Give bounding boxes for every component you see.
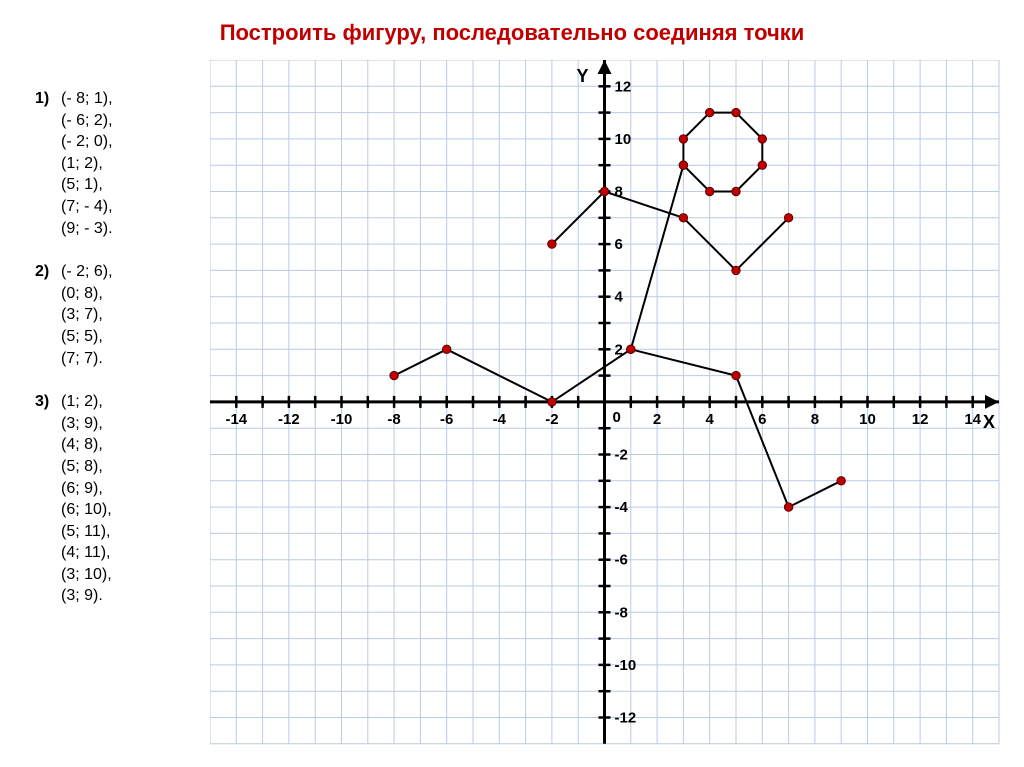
svg-text:-12: -12 — [615, 710, 637, 727]
svg-text:-6: -6 — [615, 552, 628, 569]
svg-text:2: 2 — [653, 411, 661, 428]
svg-text:-6: -6 — [440, 411, 453, 428]
point-group: 3)(1; 2),(3; 9),(4; 8),(5; 8),(6; 9),(6;… — [35, 391, 215, 607]
svg-text:0: 0 — [613, 409, 621, 426]
svg-text:12: 12 — [615, 78, 632, 95]
group-label: 1) — [35, 88, 61, 110]
svg-text:-8: -8 — [615, 604, 628, 621]
point-group: 1)(- 8; 1),(- 6; 2),(- 2; 0),(1; 2),(5; … — [35, 88, 215, 239]
svg-text:6: 6 — [615, 236, 623, 253]
group-label: 2) — [35, 261, 61, 283]
point-group: 2)(- 2; 6),(0; 8),(3; 7),(5; 5),(7; 7). — [35, 261, 215, 369]
svg-text:-4: -4 — [493, 411, 507, 428]
page: Построить фигуру, последовательно соедин… — [0, 0, 1024, 767]
coordinate-chart: -14 -12 -10 -8 -6 -4 -2 2 4 6 8 10 12 14 -12 -10 -8 -6 -4 -… — [210, 60, 1000, 750]
svg-text:-2: -2 — [615, 447, 628, 464]
group-list: (- 8; 1),(- 6; 2),(- 2; 0),(1; 2),(5; 1)… — [61, 88, 113, 239]
svg-text:6: 6 — [758, 411, 766, 428]
svg-text:12: 12 — [912, 411, 929, 428]
svg-text:-10: -10 — [615, 657, 637, 674]
page-title: Построить фигуру, последовательно соедин… — [0, 20, 1024, 46]
svg-text:-10: -10 — [331, 411, 353, 428]
svg-text:-12: -12 — [278, 411, 300, 428]
svg-text:10: 10 — [615, 131, 632, 148]
svg-text:4: 4 — [706, 411, 715, 428]
group-list: (- 2; 6),(0; 8),(3; 7),(5; 5),(7; 7). — [61, 261, 113, 369]
svg-text:-14: -14 — [225, 411, 247, 428]
svg-text:8: 8 — [811, 411, 819, 428]
svg-text:14: 14 — [964, 411, 981, 428]
svg-text:X: X — [983, 412, 995, 432]
svg-text:-4: -4 — [615, 499, 629, 516]
group-label: 3) — [35, 391, 61, 413]
svg-text:-2: -2 — [545, 411, 558, 428]
group-list: (1; 2),(3; 9),(4; 8),(5; 8),(6; 9),(6; 1… — [61, 391, 112, 607]
svg-text:Y: Y — [576, 66, 588, 86]
points-panel: 1)(- 8; 1),(- 6; 2),(- 2; 0),(1; 2),(5; … — [35, 88, 215, 629]
svg-text:-8: -8 — [387, 411, 400, 428]
svg-text:10: 10 — [859, 411, 876, 428]
svg-text:4: 4 — [615, 289, 624, 306]
